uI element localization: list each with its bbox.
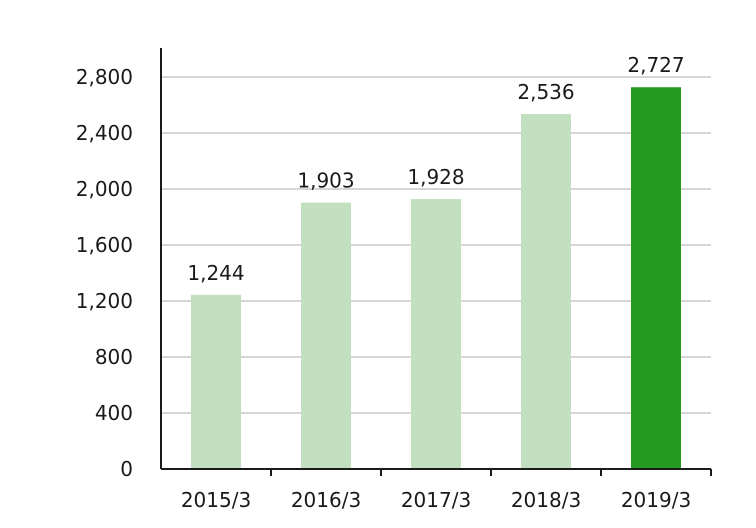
y-tick-label: 2,000 — [76, 177, 133, 201]
bar — [301, 202, 351, 469]
y-tick-label: 1,200 — [76, 289, 133, 313]
bar — [191, 294, 241, 469]
bar — [411, 199, 461, 469]
y-tick-label: 2,800 — [76, 65, 133, 89]
x-tick-label: 2019/3 — [621, 488, 691, 512]
x-tick-label: 2015/3 — [181, 488, 251, 512]
y-tick-label: 0 — [120, 457, 133, 481]
axes — [160, 48, 712, 476]
data-label: 1,903 — [297, 169, 354, 193]
y-tick-label: 2,400 — [76, 121, 133, 145]
bars — [191, 87, 681, 470]
y-tick-label: 400 — [95, 401, 133, 425]
data-label: 2,536 — [517, 80, 574, 104]
data-label: 1,244 — [187, 261, 244, 285]
bar — [631, 87, 681, 469]
y-tick-label: 1,600 — [76, 233, 133, 257]
value-labels: 1,244 1,903 1,928 2,536 2,727 — [187, 53, 684, 285]
x-tick-label: 2017/3 — [401, 488, 471, 512]
y-tick-label: 800 — [95, 345, 133, 369]
data-label: 2,727 — [627, 53, 684, 77]
x-tick-label: 2018/3 — [511, 488, 581, 512]
bar — [521, 113, 571, 470]
y-tick-labels: 0 400 800 1,200 1,600 2,000 2,400 2,800 — [76, 65, 133, 481]
x-tick-labels: 2015/3 2016/3 2017/3 2018/3 2019/3 — [181, 488, 691, 512]
x-tick-label: 2016/3 — [291, 488, 361, 512]
data-label: 1,928 — [407, 165, 464, 189]
